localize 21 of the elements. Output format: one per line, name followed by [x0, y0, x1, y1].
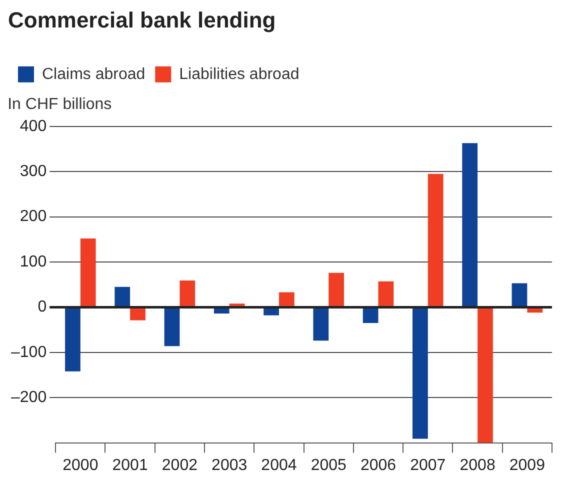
y-tick-label: 400 — [20, 118, 47, 135]
x-tick-label: 2008 — [460, 456, 496, 474]
y-tick-label: 0 — [38, 298, 47, 316]
y-tick-label: –100 — [11, 344, 47, 361]
x-tick-label: 2002 — [162, 456, 198, 474]
chart-title: Commercial bank lending — [8, 7, 276, 32]
x-tick-label: 2001 — [112, 456, 148, 474]
x-tick-label: 2006 — [360, 456, 396, 474]
y-tick-label: 100 — [20, 253, 47, 270]
x-tick-label: 2005 — [310, 456, 347, 474]
y-tick-label: –200 — [11, 389, 47, 406]
legend-label: Liabilities abroad — [179, 66, 300, 83]
x-tick-label: 2007 — [410, 456, 446, 474]
y-axis-title: In CHF billions — [8, 96, 112, 113]
x-tick-label: 2003 — [212, 456, 248, 474]
legend-label: Claims abroad — [42, 66, 146, 83]
x-tick-label: 2000 — [62, 456, 98, 474]
y-tick-label: 300 — [20, 163, 47, 180]
x-tick-label: 2009 — [509, 456, 546, 474]
x-tick-label: 2004 — [261, 456, 297, 474]
y-tick-label: 200 — [20, 208, 47, 226]
